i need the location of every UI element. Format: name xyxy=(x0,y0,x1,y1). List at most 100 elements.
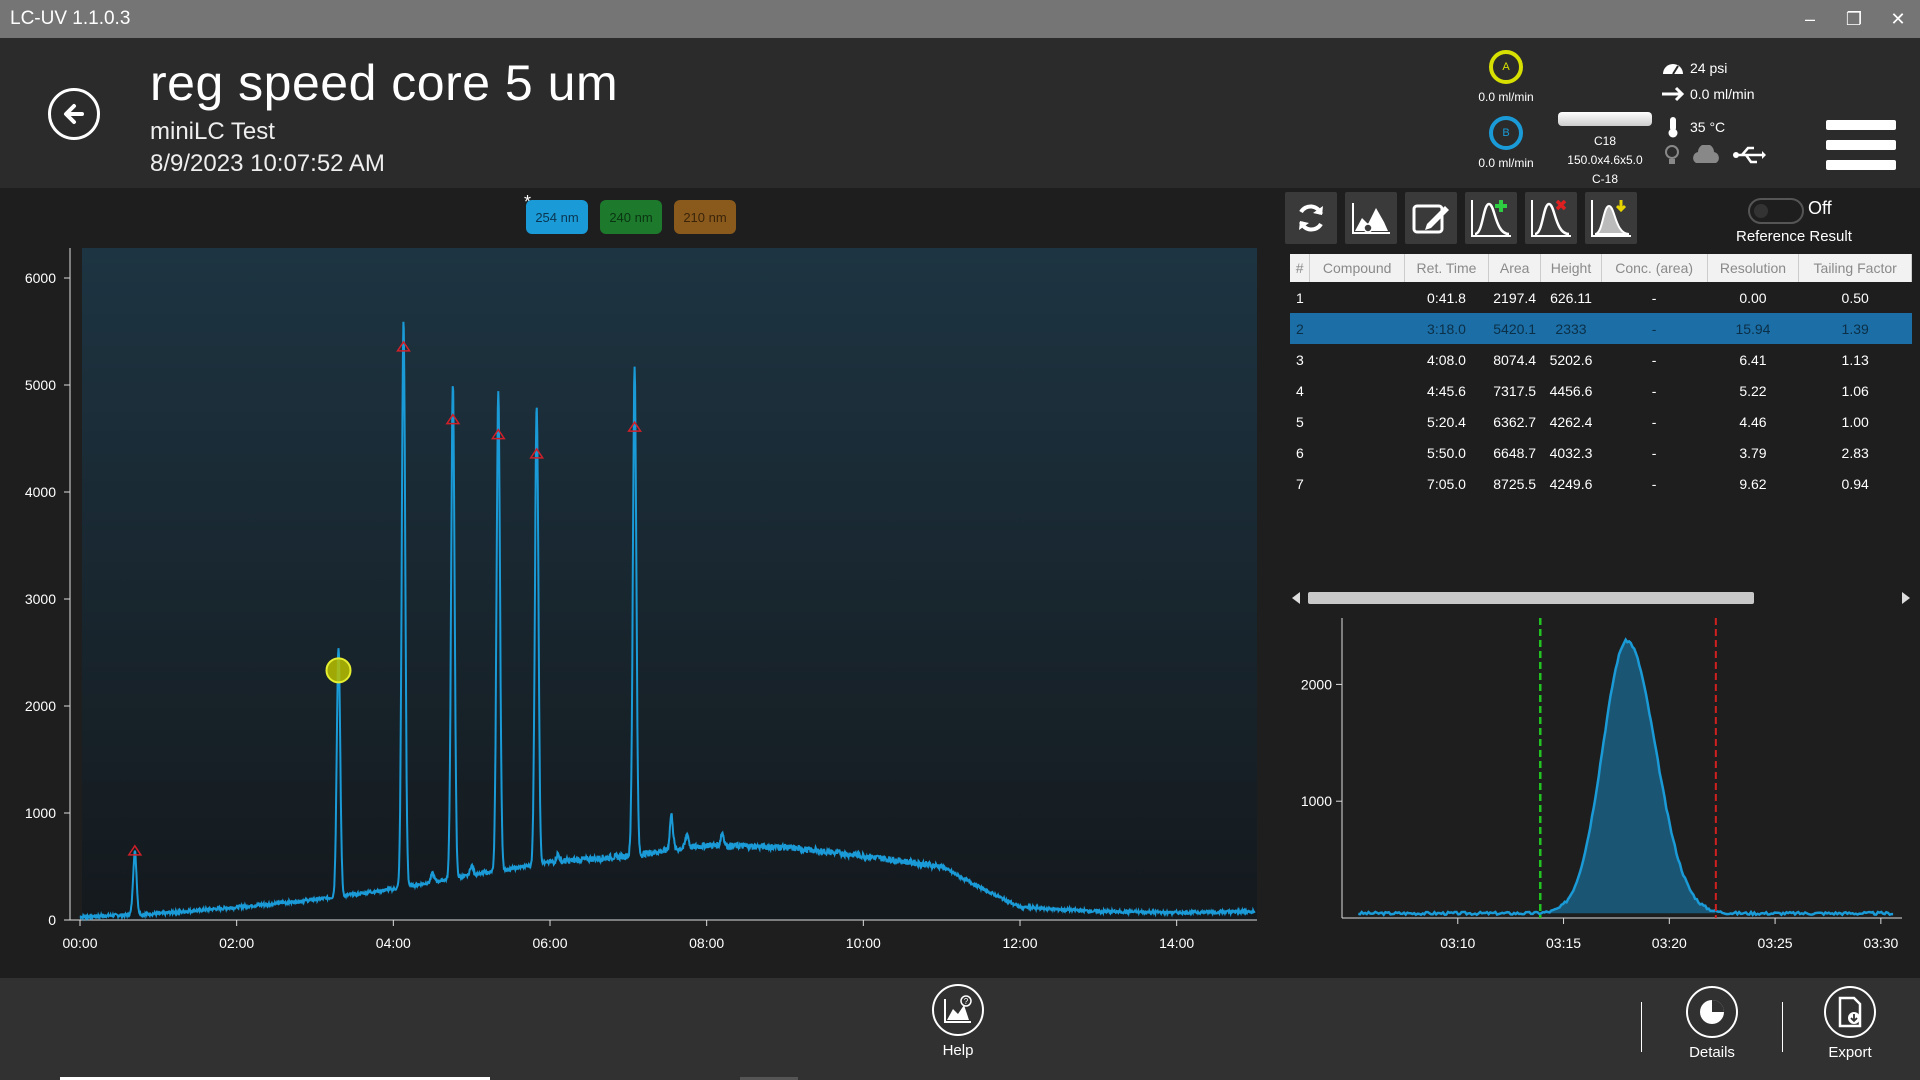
column-header[interactable]: # xyxy=(1290,254,1311,282)
table-cell: 5202.6 xyxy=(1549,351,1593,368)
table-cell: 1 xyxy=(1296,289,1304,306)
title-bar: LC-UV 1.1.0.3 – ❐ ✕ xyxy=(0,0,1920,38)
integrate-peak-button[interactable] xyxy=(1585,192,1637,244)
table-cell: 2.83 xyxy=(1841,444,1869,461)
y-tick-label: 1000 xyxy=(25,805,56,821)
peak-results-table: # Compound Ret. Time Area Height Conc. (area)… xyxy=(1290,254,1912,499)
gauge-icon xyxy=(1660,58,1686,78)
integrate-peak-icon xyxy=(1591,200,1631,237)
menu-button[interactable] xyxy=(1826,120,1896,180)
close-button[interactable]: ✕ xyxy=(1890,8,1906,29)
table-cell: 4262.4 xyxy=(1549,413,1593,430)
table-cell xyxy=(1309,313,1405,344)
details-button[interactable]: Details xyxy=(1686,986,1738,1061)
pressure-status: 24 psi xyxy=(1660,58,1727,78)
header: reg speed core 5 um miniLC Test 8/9/2023… xyxy=(0,38,1920,188)
peak-marker-triangle xyxy=(127,844,143,856)
pump-b-icon: B xyxy=(1489,116,1523,150)
column-header[interactable]: Area xyxy=(1488,254,1542,282)
table-cell: 7:05.0 xyxy=(1427,475,1466,492)
cloud-icon xyxy=(1693,145,1719,163)
flow-status: 0.0 ml/min xyxy=(1660,86,1755,102)
column-header[interactable]: Conc. (area) xyxy=(1601,254,1708,282)
restore-button[interactable]: ❐ xyxy=(1845,8,1863,29)
x-tick-label: 02:00 xyxy=(219,935,254,951)
table-cell: 5:50.0 xyxy=(1427,444,1466,461)
column-info: C18 150.0x4.6x5.0 C-18 xyxy=(1552,112,1658,189)
column-header[interactable]: Compound xyxy=(1309,254,1405,282)
table-row[interactable]: 4 4:45.6 7317.5 4456.6 - 5.22 1.06 xyxy=(1290,375,1912,406)
reference-toggle[interactable] xyxy=(1748,198,1804,224)
remove-peak-icon xyxy=(1531,199,1571,237)
back-button[interactable] xyxy=(48,88,100,140)
selected-peak-marker xyxy=(325,657,352,684)
add-peak-button[interactable] xyxy=(1465,192,1517,244)
scroll-left-icon[interactable] xyxy=(1292,592,1300,604)
table-cell: - xyxy=(1651,289,1657,306)
peak-area-fill xyxy=(1540,640,1716,914)
peak-trace xyxy=(1358,637,1894,917)
table-row[interactable]: 1 0:41.8 2197.4 626.11 - 0.00 0.50 xyxy=(1290,282,1912,313)
table-row[interactable]: 6 5:50.0 6648.7 4032.3 - 3.79 2.83 xyxy=(1290,437,1912,468)
arrow-right-icon xyxy=(1660,86,1686,102)
table-cell: 1.39 xyxy=(1798,313,1912,344)
peak-detail-chart[interactable]: 1000 2000 03:10 03:15 03:20 03:25 03:30 xyxy=(1290,618,1912,963)
x-tick-label: 03:10 xyxy=(1440,935,1475,951)
progress-indicator-secondary xyxy=(740,1077,798,1080)
table-header-row: # Compound Ret. Time Area Height Conc. (area)… xyxy=(1290,254,1912,282)
x-tick-label: 10:00 xyxy=(846,935,881,951)
table-cell: 3 xyxy=(1296,351,1304,368)
table-cell: 4:08.0 xyxy=(1427,351,1466,368)
peak-marker-triangle xyxy=(445,413,461,425)
column-header[interactable]: Ret. Time xyxy=(1404,254,1490,282)
table-horizontal-scrollbar[interactable] xyxy=(1290,590,1912,606)
chart-settings-icon xyxy=(1352,203,1390,234)
arrow-left-icon xyxy=(64,104,84,124)
export-button[interactable]: Export xyxy=(1824,986,1876,1061)
app-title: LC-UV 1.1.0.3 xyxy=(10,8,131,29)
reference-toggle-state: Off xyxy=(1808,198,1832,218)
y-tick-label: 5000 xyxy=(25,377,56,393)
table-cell: 5.22 xyxy=(1739,382,1767,399)
wavelength-tab-240[interactable]: 240 nm xyxy=(600,200,662,234)
wavelength-tab-210[interactable]: 210 nm xyxy=(674,200,736,234)
chart-toolbar xyxy=(1285,192,1637,244)
remove-peak-button[interactable] xyxy=(1525,192,1577,244)
column-header[interactable]: Tailing Factor xyxy=(1798,254,1912,282)
table-row[interactable]: 3 4:08.0 8074.4 5202.6 - 6.41 1.13 xyxy=(1290,344,1912,375)
footer-separator xyxy=(1641,1002,1642,1052)
minimize-button[interactable]: – xyxy=(1804,8,1815,29)
table-cell: 7317.5 xyxy=(1493,382,1537,399)
edit-button[interactable] xyxy=(1405,192,1457,244)
table-cell: 8074.4 xyxy=(1493,351,1537,368)
lamp-icon xyxy=(1665,145,1679,164)
help-button[interactable]: ? Help xyxy=(932,984,984,1059)
column-icon xyxy=(1558,112,1652,126)
table-row[interactable]: 5 5:20.4 6362.7 4262.4 - 4.46 1.00 xyxy=(1290,406,1912,437)
pressure-value: 24 psi xyxy=(1690,60,1728,76)
table-cell: 0.00 xyxy=(1739,289,1767,306)
peak-marker-triangle xyxy=(396,340,411,352)
y-tick-label: 4000 xyxy=(25,484,56,500)
wavelength-tab-254[interactable]: 254 nm xyxy=(526,200,588,234)
table-cell: 2 xyxy=(1290,313,1310,344)
column-dims: 150.0x4.6x5.0 xyxy=(1567,153,1643,167)
table-row[interactable]: 2 3:18.0 5420.1 2333-15.94 1.39 xyxy=(1290,313,1912,344)
table-cell: 4249.6 xyxy=(1549,475,1593,492)
column-header[interactable]: Height xyxy=(1540,254,1602,282)
reference-result-label: Reference Result xyxy=(1736,228,1852,245)
table-row[interactable]: 7 7:05.0 8725.5 4249.6 - 9.62 0.94 xyxy=(1290,468,1912,499)
scrollbar-thumb[interactable] xyxy=(1308,592,1754,604)
flow-value: 0.0 ml/min xyxy=(1690,86,1755,102)
column-header[interactable]: Resolution xyxy=(1707,254,1800,282)
table-cell xyxy=(1310,437,1405,468)
refresh-icon xyxy=(1299,204,1323,232)
refresh-button[interactable] xyxy=(1285,192,1337,244)
thermometer-icon xyxy=(1660,116,1686,138)
chromatogram-chart[interactable]: 0 1000 2000 3000 4000 5000 6000 00:00 02:00 04:00… xyxy=(0,248,1270,978)
column-phase: C-18 xyxy=(1591,172,1618,186)
export-document-icon xyxy=(1838,996,1862,1028)
chart-settings-button[interactable] xyxy=(1345,192,1397,244)
chromatogram-trace xyxy=(79,321,1256,922)
scroll-right-icon[interactable] xyxy=(1902,592,1910,604)
